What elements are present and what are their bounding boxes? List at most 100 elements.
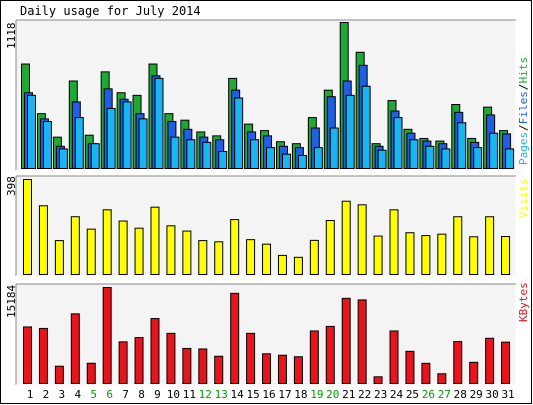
pages-bar-day-19 bbox=[313, 147, 323, 169]
kbytes-bar-day-1 bbox=[23, 326, 32, 385]
day-label-23: 23 bbox=[374, 388, 387, 401]
day-label-2: 2 bbox=[43, 388, 50, 401]
kbytes-bar-day-11 bbox=[182, 347, 192, 385]
kbytes-bar-day-2 bbox=[38, 327, 48, 385]
kbytes-bar-day-30 bbox=[485, 337, 495, 385]
visits-bar-day-30 bbox=[485, 216, 495, 275]
day-label-16: 16 bbox=[262, 388, 275, 401]
pages-bar-day-11 bbox=[186, 139, 196, 170]
pages-bar-day-12 bbox=[202, 141, 212, 169]
day-label-18: 18 bbox=[294, 388, 307, 401]
kbytes-bar-day-3 bbox=[54, 365, 64, 384]
pages-bar-day-1 bbox=[27, 94, 36, 169]
kbytes-bar-day-21 bbox=[341, 297, 351, 384]
day-label-31: 31 bbox=[501, 388, 514, 401]
day-label-13: 13 bbox=[215, 388, 228, 401]
pages-bar-day-9 bbox=[154, 77, 164, 169]
legend-sep1: / bbox=[517, 124, 530, 131]
visits-bar-day-24 bbox=[389, 209, 399, 275]
day-label-3: 3 bbox=[59, 388, 66, 401]
day-label-8: 8 bbox=[138, 388, 145, 401]
kbytes-bar-day-9 bbox=[150, 318, 160, 384]
visits-bar-day-21 bbox=[341, 200, 351, 275]
pages-bar-day-2 bbox=[42, 120, 52, 170]
legend-sep2: / bbox=[517, 84, 530, 91]
visits-bar-day-8 bbox=[134, 227, 144, 275]
visits-bar-day-18 bbox=[293, 256, 303, 275]
visits-bar-day-13 bbox=[214, 241, 224, 275]
kbytes-bar-day-19 bbox=[309, 330, 319, 384]
visits-bar-day-6 bbox=[102, 209, 112, 275]
day-label-26: 26 bbox=[422, 388, 435, 401]
visits-bar-day-11 bbox=[182, 230, 192, 275]
day-label-10: 10 bbox=[167, 388, 180, 401]
pages-bar-day-13 bbox=[218, 151, 228, 169]
pages-bar-day-29 bbox=[473, 147, 483, 169]
kbytes-bar-day-14 bbox=[230, 292, 240, 385]
legend-files: Files bbox=[517, 91, 530, 124]
pages-bar-day-5 bbox=[90, 143, 100, 169]
visits-bar-day-5 bbox=[86, 228, 96, 275]
kbytes-bar-day-24 bbox=[389, 330, 399, 384]
day-label-15: 15 bbox=[246, 388, 259, 401]
pages-bar-day-17 bbox=[281, 153, 291, 169]
visits-bar-day-17 bbox=[277, 254, 287, 276]
kbytes-bar-day-5 bbox=[86, 362, 96, 385]
pages-bar-day-22 bbox=[361, 85, 371, 169]
legend-pages: Pages bbox=[517, 132, 530, 165]
day-label-28: 28 bbox=[454, 388, 467, 401]
day-label-12: 12 bbox=[199, 388, 212, 401]
pages-bar-day-10 bbox=[170, 136, 180, 170]
visits-bar-day-10 bbox=[166, 225, 176, 275]
legend-hits: Hits bbox=[517, 57, 530, 84]
pages-bar-day-8 bbox=[138, 118, 148, 169]
visits-bar-day-14 bbox=[230, 219, 240, 276]
pages-bar-day-3 bbox=[58, 148, 68, 170]
visits-bar-day-25 bbox=[405, 232, 415, 275]
visits-bar-day-3 bbox=[54, 240, 64, 276]
visits-bar-day-26 bbox=[421, 235, 431, 276]
visits-bar-day-9 bbox=[150, 206, 160, 275]
visits-bar-day-12 bbox=[198, 240, 208, 276]
visits-bar-day-22 bbox=[357, 204, 367, 276]
pages-bar-day-18 bbox=[297, 154, 307, 169]
visits-bar-day-20 bbox=[325, 220, 335, 276]
pages-bar-day-23 bbox=[377, 149, 387, 169]
visits-bar-day-15 bbox=[246, 239, 256, 276]
day-label-7: 7 bbox=[122, 388, 129, 401]
kbytes-bar-day-6 bbox=[102, 287, 112, 384]
day-label-27: 27 bbox=[438, 388, 451, 401]
visits-max-label: 398 bbox=[5, 176, 18, 196]
kbytes-bar-day-7 bbox=[118, 341, 128, 384]
day-label-20: 20 bbox=[326, 388, 339, 401]
pages-bar-day-24 bbox=[393, 117, 403, 170]
kbytes-bar-day-13 bbox=[214, 355, 224, 385]
kbytes-bar-day-22 bbox=[357, 299, 367, 384]
pages-bar-day-6 bbox=[106, 107, 116, 169]
pages-bar-day-30 bbox=[489, 132, 499, 169]
day-label-1: 1 bbox=[27, 388, 34, 401]
day-label-17: 17 bbox=[278, 388, 291, 401]
pages-bar-day-25 bbox=[409, 139, 419, 170]
day-label-25: 25 bbox=[406, 388, 419, 401]
kbytes-bar-day-15 bbox=[246, 332, 256, 384]
visits-bar-day-7 bbox=[118, 220, 128, 276]
kbytes-bar-day-31 bbox=[501, 341, 511, 385]
kbytes-bar-day-25 bbox=[405, 350, 415, 384]
day-label-6: 6 bbox=[106, 388, 113, 401]
kbytes-bar-day-23 bbox=[373, 376, 383, 385]
pages-bar-day-4 bbox=[74, 117, 84, 170]
day-label-29: 29 bbox=[470, 388, 483, 401]
visits-bar-day-27 bbox=[437, 233, 447, 275]
kbytes-bar-day-17 bbox=[277, 354, 287, 385]
pages-bar-day-31 bbox=[505, 148, 515, 170]
pages-bar-day-7 bbox=[122, 101, 132, 169]
pages-bar-day-26 bbox=[425, 145, 435, 169]
kbytes-max-label: 15184 bbox=[5, 285, 18, 318]
day-label-11: 11 bbox=[183, 388, 196, 401]
pages-bar-day-21 bbox=[345, 94, 355, 169]
pages-bar-day-20 bbox=[329, 127, 339, 170]
